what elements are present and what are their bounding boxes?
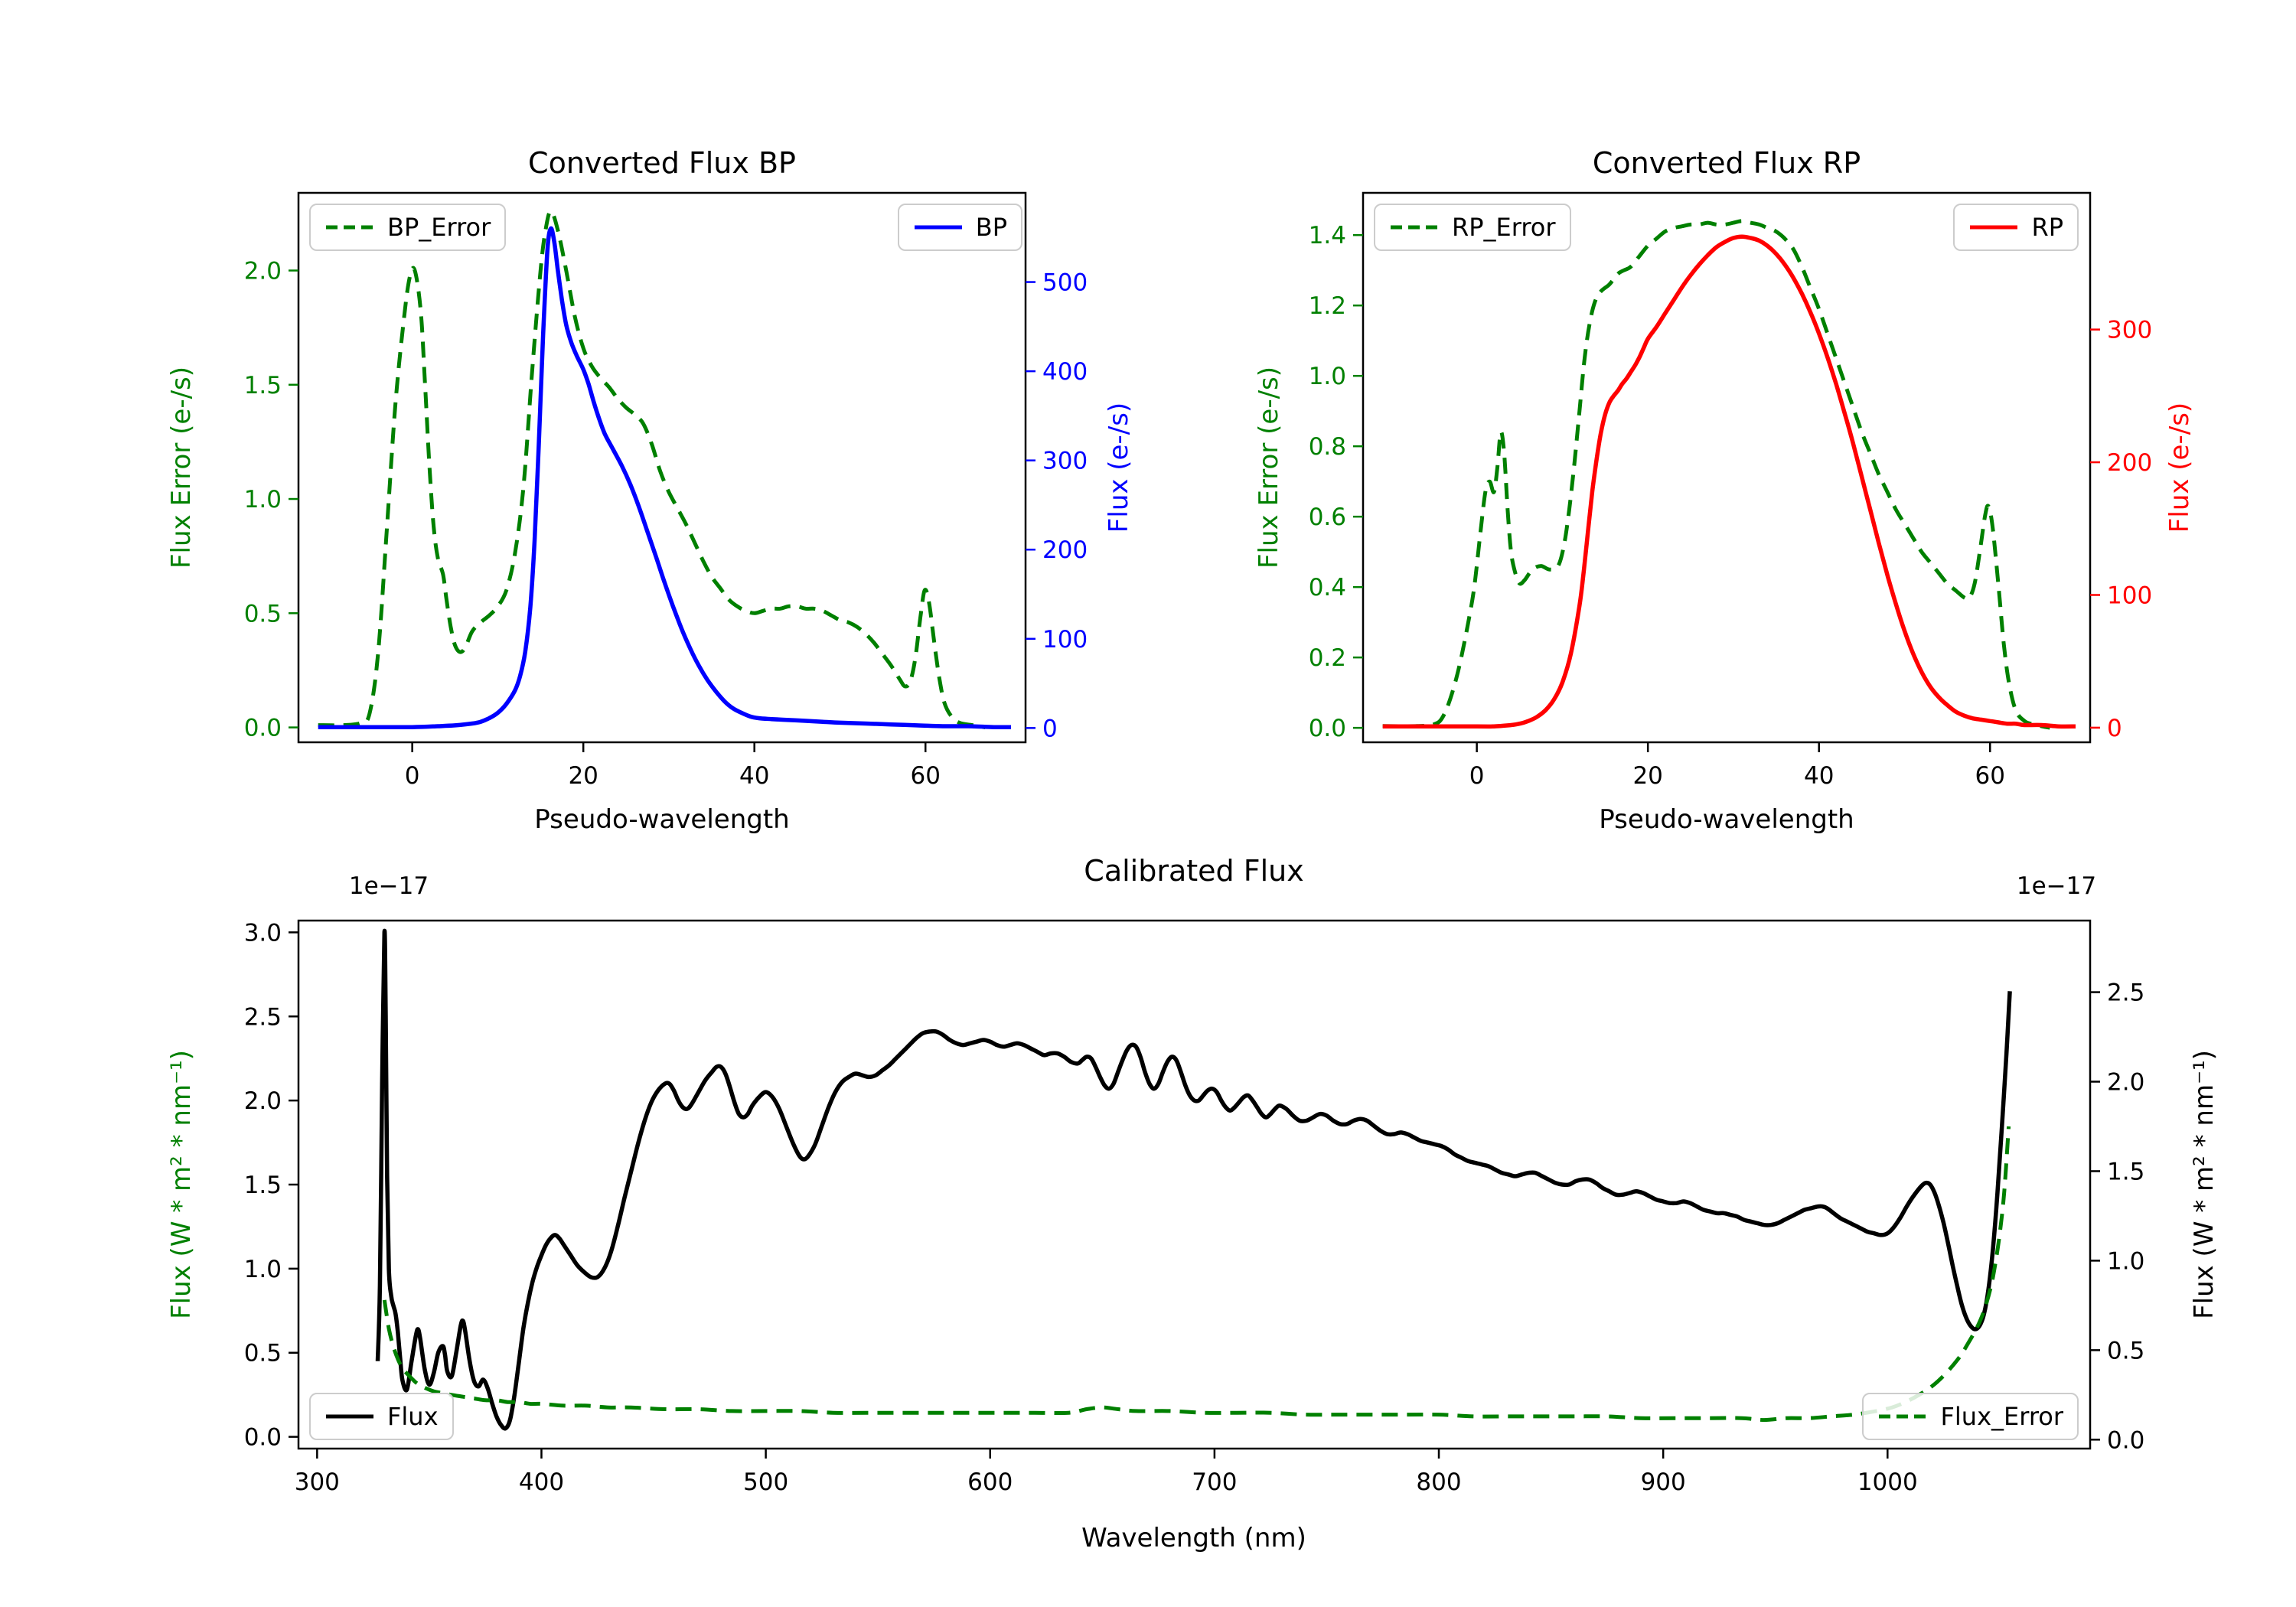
cal-right-yaxis-label: Flux (W * m² * nm⁻¹) [2189,1050,2219,1319]
y-tick-label-right: 0 [1042,715,1058,742]
flux-error-legend-label: Flux_Error [1940,1402,2063,1431]
y-tick-label-left: 0.6 [1309,504,1346,531]
bp-right-yaxis-label: Flux (e-/s) [1104,402,1134,533]
x-tick-label: 60 [911,762,941,790]
y-tick-label-right: 400 [1042,358,1088,386]
y-tick-label-left: 2.0 [244,1087,282,1115]
cal-left-yaxis-label: Flux (W * m² * nm⁻¹) [166,1050,197,1319]
flux-legend-label: Flux [387,1402,439,1431]
y-tick-label-right: 200 [1042,536,1088,564]
y-tick-label-right: 500 [1042,269,1088,297]
y-tick-label-left: 0.5 [244,1340,282,1367]
x-tick-label: 500 [743,1468,788,1496]
y-tick-label-left: 3.0 [244,919,282,947]
solid-line-icon [914,225,962,230]
x-tick-label: 900 [1641,1468,1686,1496]
y-tick-label-right: 1.0 [2107,1247,2144,1275]
y-tick-label-left: 0.4 [1309,574,1346,601]
rp-legend-label: RP [2031,213,2063,242]
x-tick-label: 40 [1804,762,1834,790]
y-tick-label-left: 1.5 [244,372,282,399]
cal-left-offset-text: 1e−17 [348,872,429,900]
bp-xaxis-label: Pseudo-wavelength [534,804,790,835]
x-tick-label: 400 [519,1468,564,1496]
dashed-line-icon [1879,1414,1927,1419]
series-flux [375,928,2012,1431]
y-tick-label-right: 2.5 [2107,980,2144,1007]
y-tick-label-left: 1.2 [1309,292,1346,320]
rp-left-yaxis-label: Flux Error (e-/s) [1254,366,1284,569]
flux-legend: Flux [309,1393,454,1440]
flux-error-legend: Flux_Error [1862,1393,2079,1440]
cal-chart-title: Calibrated Flux [1084,854,1304,888]
y-tick-label-right: 300 [1042,448,1088,475]
rp-right-yaxis-label: Flux (e-/s) [2164,402,2195,533]
cal-right-offset-text: 1e−17 [2016,872,2097,900]
rp-axes-frame [1362,191,2092,744]
x-tick-label: 40 [739,762,769,790]
x-tick-label: 300 [295,1468,340,1496]
y-tick-label-left: 1.0 [1309,363,1346,390]
solid-line-icon [1970,225,2018,230]
y-tick-label-right: 200 [2107,449,2152,477]
cal-xaxis-label: Wavelength (nm) [1081,1523,1306,1553]
y-tick-label-right: 0.0 [2107,1426,2144,1454]
series-flux_error [382,1126,2011,1423]
y-tick-label-right: 1.5 [2107,1158,2144,1185]
solid-line-icon [326,1414,373,1419]
x-tick-label: 20 [568,762,598,790]
y-tick-label-left: 0.5 [244,600,282,627]
rp-error-legend-label: RP_Error [1452,213,1556,242]
y-tick-label-left: 2.5 [244,1003,282,1031]
x-tick-label: 600 [967,1468,1013,1496]
y-tick-label-left: 1.4 [1309,222,1346,249]
y-tick-label-left: 0.0 [1309,715,1346,742]
y-tick-label-left: 0.8 [1309,433,1346,461]
series-rp_error [1382,219,2050,730]
series-rp [1382,234,2076,729]
x-tick-label: 0 [405,762,420,790]
y-tick-label-left: 1.0 [244,1256,282,1283]
dashed-line-icon [326,225,373,230]
x-tick-label: 20 [1632,762,1662,790]
x-tick-label: 1000 [1857,1468,1918,1496]
x-tick-label: 60 [1975,762,2005,790]
rp-legend: RP [1953,204,2079,251]
y-tick-label-right: 0.5 [2107,1337,2144,1364]
series-bp [318,226,1012,730]
x-tick-label: 800 [1416,1468,1461,1496]
cal-axes-frame [297,919,2092,1450]
y-tick-label-left: 2.0 [244,258,282,285]
bp-chart-title: Converted Flux BP [528,146,796,180]
bp-axes-frame [297,191,1027,744]
series-bp_error [318,209,986,730]
rp-xaxis-label: Pseudo-wavelength [1599,804,1854,835]
y-tick-label-right: 0 [2107,715,2122,742]
x-tick-label: 700 [1192,1468,1237,1496]
dashed-line-icon [1391,225,1438,230]
y-tick-label-left: 1.0 [244,486,282,513]
bp-left-yaxis-label: Flux Error (e-/s) [166,366,197,569]
y-tick-label-right: 300 [2107,317,2152,344]
bp-legend-label: BP [975,213,1007,242]
rp-chart-title: Converted Flux RP [1592,146,1861,180]
y-tick-label-right: 100 [1042,626,1088,654]
rp-error-legend: RP_Error [1374,204,1571,251]
y-tick-label-right: 2.0 [2107,1069,2144,1097]
y-tick-label-left: 0.2 [1309,644,1346,672]
y-tick-label-right: 100 [2107,582,2152,609]
bp-error-legend: BP_Error [309,204,507,251]
y-tick-label-left: 0.0 [244,715,282,742]
y-tick-label-left: 1.5 [244,1172,282,1199]
bp-legend: BP [897,204,1022,251]
bp-error-legend-label: BP_Error [387,213,491,242]
x-tick-label: 0 [1469,762,1485,790]
y-tick-label-left: 0.0 [244,1424,282,1452]
